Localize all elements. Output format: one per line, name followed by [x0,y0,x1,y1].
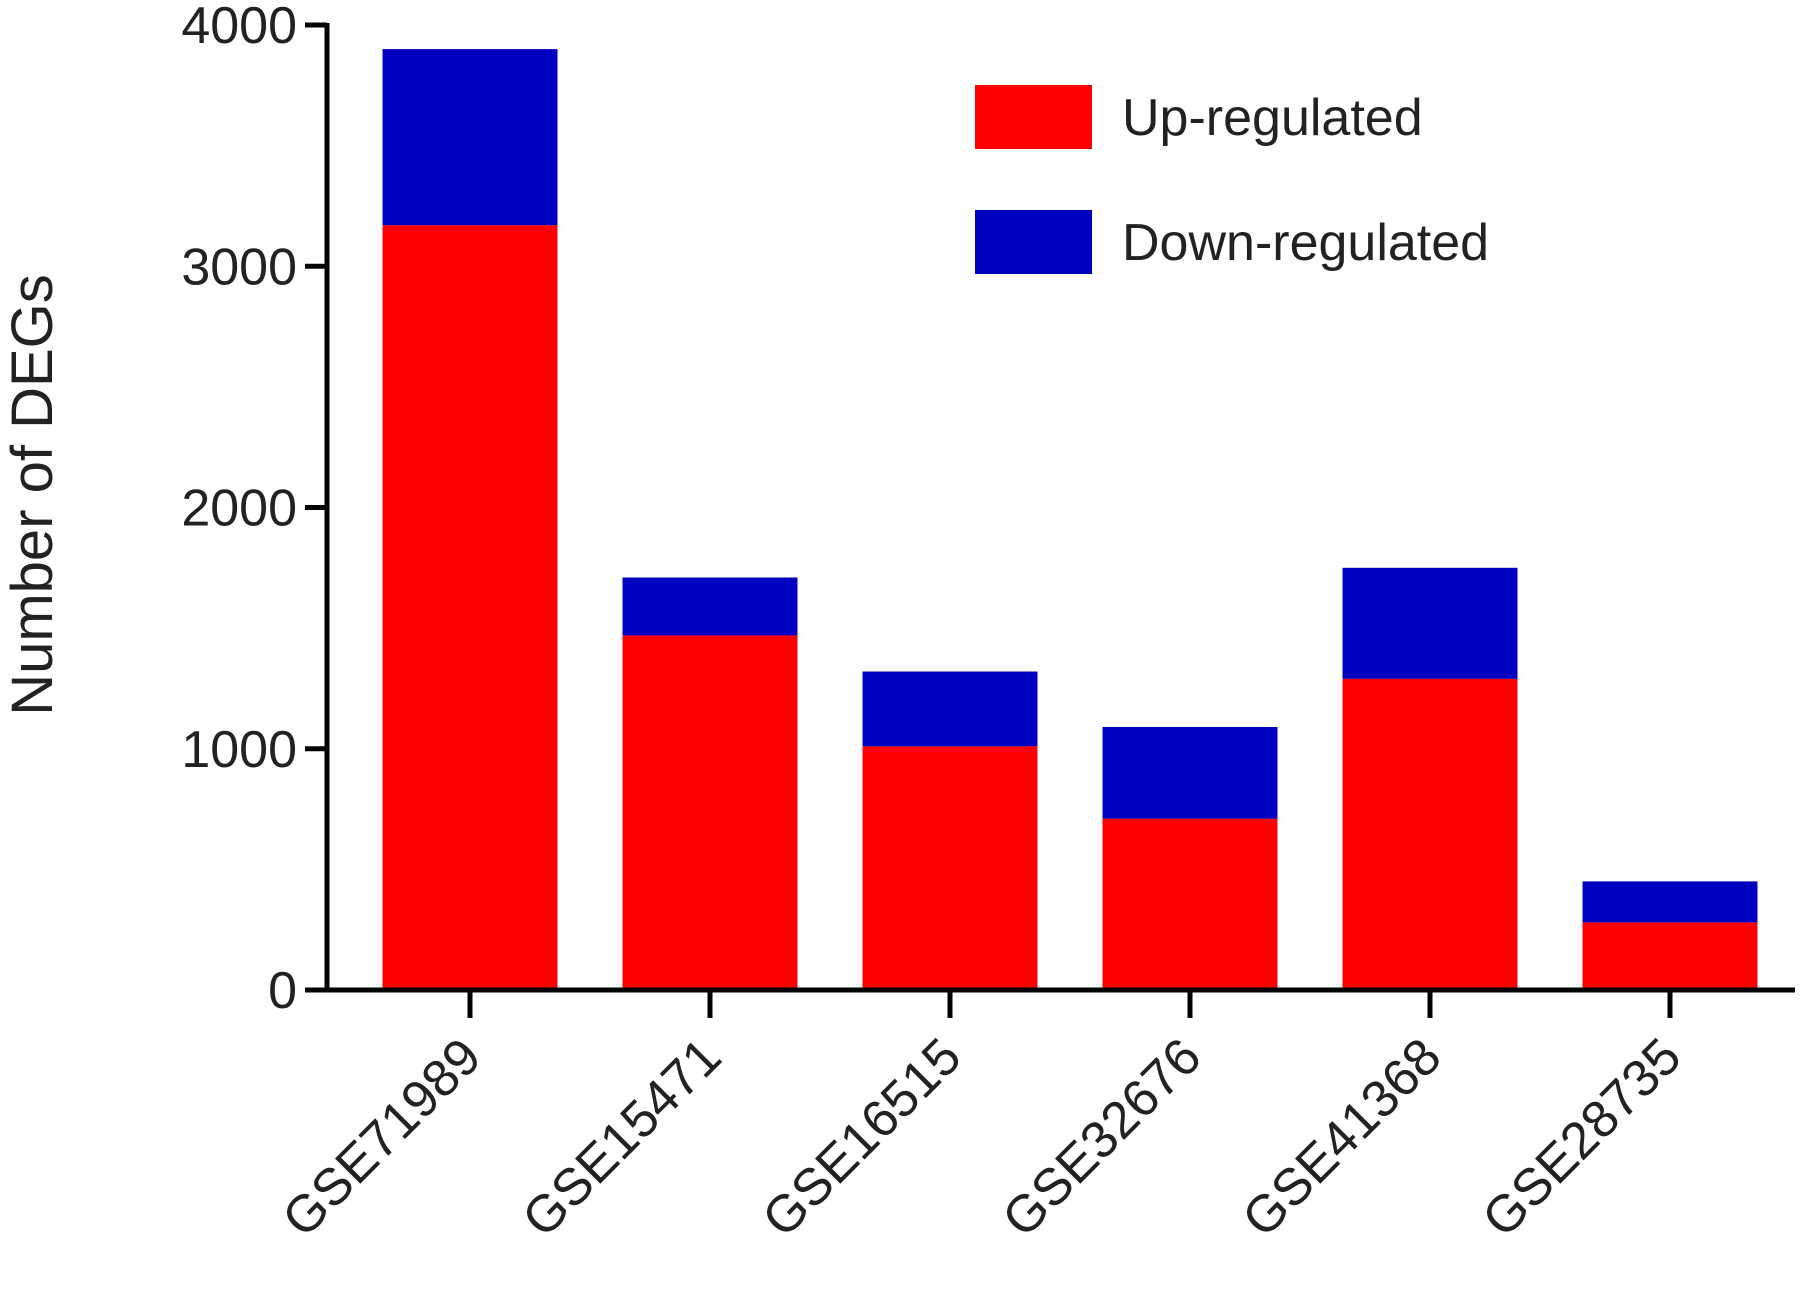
y-axis-title: Number of DEGs [0,274,65,716]
y-tick-label: 3000 [181,238,297,296]
legend-label-down-regulated: Down-regulated [1122,214,1489,272]
x-tick-label-gse15471: GSE15471 [512,1027,733,1248]
bar-up-regulated-gse28735 [1582,922,1758,990]
bar-up-regulated-gse32676 [1102,818,1278,990]
x-tick-label-gse41368: GSE41368 [1232,1027,1453,1248]
y-axis: 0 1000 2000 3000 4000 [181,0,330,1020]
bar-up-regulated-gse15471 [622,635,798,990]
x-tick-label-gse71989: GSE71989 [272,1027,493,1248]
bar-down-regulated-gse41368 [1342,567,1518,679]
x-tick-label-gse32676: GSE32676 [992,1027,1213,1248]
bars-group [382,49,1758,990]
legend: Up-regulated Down-regulated [975,85,1489,274]
bar-down-regulated-gse32676 [1102,727,1278,819]
bar-down-regulated-gse28735 [1582,881,1758,923]
y-tick-label: 2000 [181,480,297,538]
x-axis: GSE71989 GSE15471 GSE16515 GSE32676 GSE41368… [272,987,1795,1248]
bar-down-regulated-gse71989 [382,49,558,226]
y-tick-label: 0 [268,962,297,1020]
x-tick-label-gse28735: GSE28735 [1472,1027,1693,1248]
y-tick-label: 4000 [181,0,297,55]
y-tick-label: 1000 [181,721,297,779]
legend-swatch-down-regulated [975,210,1092,274]
bar-down-regulated-gse15471 [622,577,798,636]
bar-up-regulated-gse16515 [862,746,1038,990]
bar-up-regulated-gse41368 [1342,678,1518,990]
bar-down-regulated-gse16515 [862,671,1038,747]
x-tick-label-gse16515: GSE16515 [752,1027,973,1248]
legend-label-up-regulated: Up-regulated [1122,89,1423,147]
bar-up-regulated-gse71989 [382,225,558,990]
legend-swatch-up-regulated [975,85,1092,149]
